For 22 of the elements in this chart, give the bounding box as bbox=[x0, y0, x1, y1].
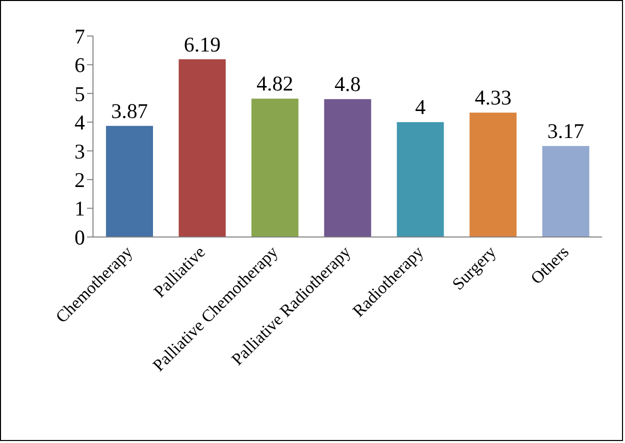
y-tick-label: 3 bbox=[74, 139, 85, 164]
bar bbox=[324, 99, 372, 237]
data-label: 4.82 bbox=[256, 72, 294, 96]
y-tick-label: 2 bbox=[74, 168, 85, 192]
y-tick-label: 0 bbox=[74, 225, 85, 250]
data-label: 3.87 bbox=[111, 98, 148, 123]
data-label: 4 bbox=[415, 95, 426, 120]
data-label: 3.17 bbox=[547, 118, 584, 143]
data-label: 4.33 bbox=[474, 86, 512, 110]
y-tick-label: 5 bbox=[74, 82, 85, 106]
bar bbox=[251, 98, 298, 237]
bar bbox=[470, 112, 517, 237]
y-tick-label: 6 bbox=[74, 53, 85, 78]
y-tick-label: 1 bbox=[74, 196, 85, 221]
data-label: 6.19 bbox=[184, 32, 221, 56]
data-label: 4.8 bbox=[334, 72, 361, 96]
y-tick-label: 4 bbox=[74, 110, 86, 135]
bar bbox=[106, 126, 153, 237]
bar bbox=[178, 59, 226, 237]
bar bbox=[396, 122, 444, 237]
bar bbox=[542, 146, 590, 237]
y-tick-label: 7 bbox=[74, 24, 85, 48]
